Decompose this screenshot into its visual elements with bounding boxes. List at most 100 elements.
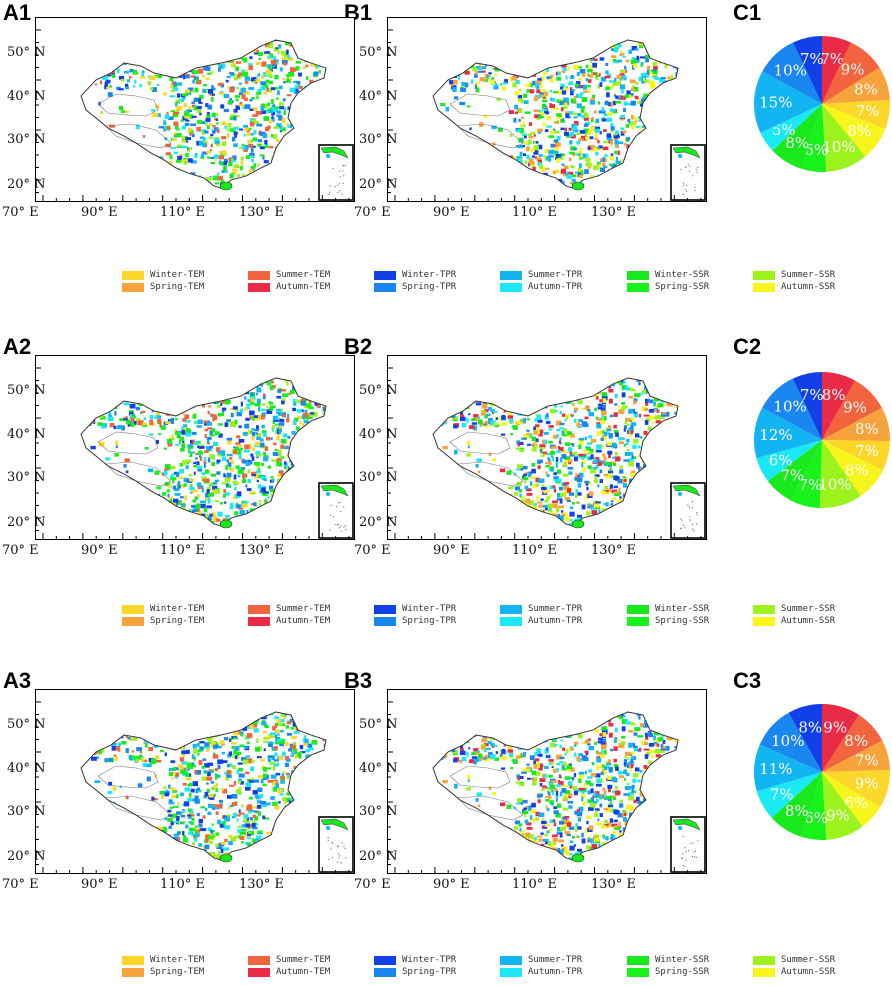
legend-label: Autumn-SSR: [781, 282, 835, 292]
legend-item-autumn-ssr: Autumn-SSR: [753, 967, 835, 977]
map-svg: [388, 18, 706, 201]
legend-item-spring-ssr: Spring-SSR: [627, 967, 709, 977]
y-tick-label: 30° N: [7, 132, 46, 147]
x-tick-label: 130° E: [239, 205, 284, 220]
legend-swatch: [122, 271, 144, 280]
south-china-sea-inset: [671, 145, 705, 200]
y-tick-label: 20° N: [359, 515, 398, 530]
legend-item-autumn-tpr: Autumn-TPR: [500, 967, 582, 977]
legend-label: Winter-SSR: [655, 955, 709, 965]
x-tick-label: 90° E: [433, 877, 470, 892]
legend-label: Winter-TPR: [402, 270, 456, 280]
map-a3: [35, 689, 355, 874]
legend-label: Autumn-TEM: [276, 967, 330, 977]
pie-chart-c2: 8%9%8%7%8%10%7%7%6%12%10%7%: [750, 371, 890, 511]
legend-swatch: [122, 956, 144, 965]
panel-label-a3: A3: [3, 668, 31, 694]
y-tick-label: 40° N: [359, 427, 398, 442]
map-svg: [36, 18, 354, 201]
legend-label: Spring-TPR: [402, 967, 456, 977]
y-tick-label: 40° N: [359, 761, 398, 776]
legend-swatch: [753, 956, 775, 965]
legend-swatch: [500, 283, 522, 292]
legend-item-summer-tpr: Summer-TPR: [500, 604, 582, 614]
pie-slice-label: 7%: [855, 442, 879, 460]
legend-label: Autumn-TPR: [528, 282, 582, 292]
y-tick-label: 40° N: [7, 761, 46, 776]
legend-swatch: [374, 617, 396, 626]
pie-slice-label: 12%: [759, 426, 792, 444]
y-tick-label: 40° N: [7, 427, 46, 442]
y-tick-label: 30° N: [7, 470, 46, 485]
x-tick-label: 70° E: [354, 877, 391, 892]
pie-slice-label: 10%: [818, 475, 851, 493]
legend-label: Autumn-TPR: [528, 616, 582, 626]
legend-label: Spring-TPR: [402, 282, 456, 292]
y-tick-label: 40° N: [359, 89, 398, 104]
x-tick-label: 70° E: [2, 205, 39, 220]
legend-swatch: [753, 283, 775, 292]
legend-label: Winter-TPR: [402, 604, 456, 614]
legend-item-winter-ssr: Winter-SSR: [627, 955, 709, 965]
y-tick-label: 20° N: [7, 515, 46, 530]
map-b3: [387, 689, 707, 874]
legend-swatch: [374, 605, 396, 614]
legend-swatch: [627, 605, 649, 614]
legend-item-spring-tem: Spring-TEM: [122, 967, 204, 977]
legend-swatch: [753, 968, 775, 977]
legend-item-summer-tem: Summer-TEM: [248, 604, 330, 614]
y-tick-label: 50° N: [359, 383, 398, 398]
map-a2: [35, 355, 355, 540]
hainan-island: [220, 520, 232, 528]
map-svg: [388, 356, 706, 539]
legend-label: Summer-TPR: [528, 955, 582, 965]
x-tick-label: 130° E: [591, 543, 636, 558]
legend-label: Spring-TPR: [402, 616, 456, 626]
pie-slice-label: 9%: [855, 775, 879, 793]
x-tick-label: 130° E: [239, 877, 284, 892]
legend-item-winter-tem: Winter-TEM: [122, 604, 204, 614]
legend-label: Winter-TEM: [150, 270, 204, 280]
legend-item-spring-ssr: Spring-SSR: [627, 282, 709, 292]
y-tick-label: 20° N: [359, 849, 398, 864]
legend-item-summer-tem: Summer-TEM: [248, 270, 330, 280]
legend-swatch: [122, 283, 144, 292]
x-tick-label: 110° E: [160, 205, 205, 220]
legend-swatch: [374, 956, 396, 965]
pie-slice-label: 9%: [843, 399, 867, 417]
x-tick-label: 110° E: [160, 543, 205, 558]
y-tick-label: 50° N: [7, 45, 46, 60]
legend-swatch: [627, 283, 649, 292]
x-tick-label: 90° E: [81, 205, 118, 220]
pie-slice-label: 6%: [769, 452, 793, 470]
legend-swatch: [122, 617, 144, 626]
south-china-sea-inset: [319, 483, 353, 538]
y-tick-label: 30° N: [359, 132, 398, 147]
legend-swatch: [627, 617, 649, 626]
legend-label: Autumn-TEM: [276, 616, 330, 626]
pie-slice-label: 15%: [759, 94, 792, 112]
legend-label: Summer-TEM: [276, 270, 330, 280]
legend-item-summer-tem: Summer-TEM: [248, 955, 330, 965]
legend-swatch: [500, 617, 522, 626]
legend-label: Winter-SSR: [655, 270, 709, 280]
legend-label: Autumn-TPR: [528, 967, 582, 977]
legend-label: Spring-SSR: [655, 282, 709, 292]
pie-slice-label: 8%: [855, 420, 879, 438]
legend-swatch: [753, 605, 775, 614]
legend-label: Winter-TPR: [402, 955, 456, 965]
legend-item-summer-tpr: Summer-TPR: [500, 270, 582, 280]
legend-label: Spring-SSR: [655, 616, 709, 626]
legend-label: Winter-TEM: [150, 955, 204, 965]
legend-swatch: [248, 283, 270, 292]
legend-label: Spring-TEM: [150, 282, 204, 292]
x-tick-label: 130° E: [591, 877, 636, 892]
legend-item-spring-tem: Spring-TEM: [122, 282, 204, 292]
legend-swatch: [374, 968, 396, 977]
legend-label: Summer-TPR: [528, 270, 582, 280]
pie-slice-label: 11%: [759, 760, 792, 778]
legend-label: Summer-TEM: [276, 604, 330, 614]
legend-swatch: [248, 956, 270, 965]
pie-slice-label: 8%: [822, 386, 846, 404]
pie-slice-label: 7%: [856, 102, 880, 120]
